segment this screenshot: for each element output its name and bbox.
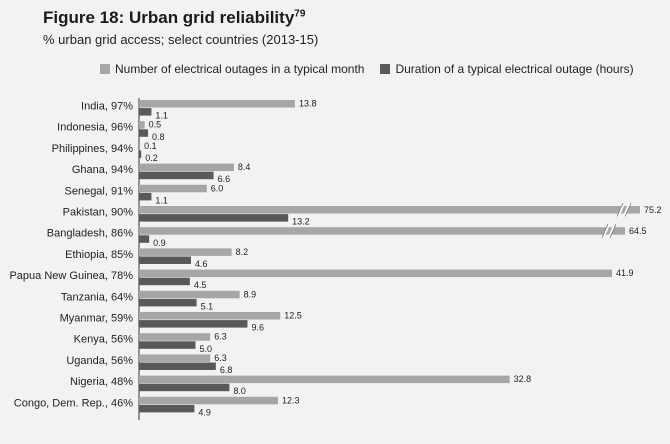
bar-outages-nigeria (139, 375, 510, 384)
value-label-outages-uganda: 6.3 (214, 353, 227, 363)
value-label-outages-indonesia: 0.5 (149, 120, 162, 130)
bar-duration-nigeria (139, 383, 230, 392)
legend-item-duration: Duration of a typical electrical outage … (380, 62, 634, 76)
bar-outages-bangladesh (139, 227, 625, 235)
bar-outages-senegal (139, 184, 207, 193)
value-label-duration-congo: 4.9 (198, 407, 211, 417)
value-label-outages-nigeria: 32.8 (514, 374, 532, 384)
bar-duration-myanmar (139, 320, 248, 328)
value-label-duration-senegal: 1.1 (155, 195, 168, 205)
bar-duration-pakistan (139, 214, 289, 222)
bar-duration-tanzania (139, 298, 197, 307)
value-label-duration-ghana: 6.6 (218, 174, 231, 184)
bar-duration-uganda (139, 362, 216, 370)
value-label-duration-indonesia: 0.8 (152, 132, 165, 142)
value-label-outages-bangladesh: 64.5 (629, 226, 647, 236)
value-label-duration-pakistan: 13.2 (292, 217, 310, 227)
value-label-outages-senegal: 6.0 (211, 183, 224, 193)
axis-break-edge-bangladesh (601, 224, 609, 238)
value-label-duration-bangladesh: 0.9 (153, 238, 166, 248)
bar-outages-india (139, 100, 295, 108)
bar-duration-ghana (139, 171, 214, 180)
legend-item-outages: Number of electrical outages in a typica… (100, 62, 364, 76)
value-label-outages-tanzania: 8.9 (244, 289, 257, 299)
axis-break-edge-2-pakistan (624, 202, 632, 217)
bar-duration-senegal (139, 192, 152, 201)
bar-duration-indonesia (139, 129, 149, 137)
category-label-uganda: Uganda, 56% (66, 355, 133, 367)
axis-break-mark-2-bangladesh (607, 223, 617, 239)
category-label-philippines: Philippines, 94% (52, 143, 134, 155)
value-label-duration-kenya: 5.0 (200, 344, 213, 354)
chart-subtitle: % urban grid access; select countries (2… (43, 32, 319, 47)
title-footnote: 79 (294, 8, 306, 20)
bar-duration-ethiopia (139, 256, 191, 264)
bar-outages-congo (139, 396, 278, 405)
value-label-outages-philippines: 0.1 (144, 141, 157, 151)
category-label-papua-new-guinea: Papua New Guinea, 78% (9, 270, 133, 282)
value-label-duration-tanzania: 5.1 (201, 301, 214, 311)
category-label-ghana: Ghana, 94% (72, 164, 133, 176)
bar-outages-uganda (139, 354, 211, 362)
category-label-tanzania: Tanzania, 64% (61, 291, 133, 303)
legend-label-duration: Duration of a typical electrical outage … (395, 62, 634, 76)
legend: Number of electrical outages in a typica… (100, 62, 650, 76)
value-label-outages-myanmar: 12.5 (284, 311, 302, 321)
bar-duration-congo (139, 404, 195, 413)
category-label-myanmar: Myanmar, 59% (60, 313, 134, 325)
axis-break-mark-pakistan (616, 202, 626, 218)
value-label-outages-pakistan: 75.2 (644, 205, 662, 215)
value-label-outages-congo: 12.3 (282, 395, 300, 405)
bar-outages-ethiopia (139, 248, 232, 256)
legend-swatch-outages (100, 64, 110, 74)
bar-outages-myanmar (139, 312, 281, 320)
value-label-outages-ethiopia: 8.2 (236, 247, 249, 257)
bar-outages-papua-new-guinea (139, 269, 612, 278)
category-label-ethiopia: Ethiopia, 85% (65, 249, 133, 261)
value-label-duration-uganda: 6.8 (220, 365, 233, 375)
bar-outages-kenya (139, 333, 211, 341)
value-label-duration-papua-new-guinea: 4.5 (194, 280, 207, 290)
category-label-nigeria: Nigeria, 48% (70, 376, 133, 388)
axis-break-edge-2-bangladesh (609, 224, 617, 238)
bar-duration-kenya (139, 341, 196, 349)
category-label-india: India, 97% (81, 101, 133, 113)
category-label-kenya: Kenya, 56% (74, 334, 134, 346)
bar-outages-ghana (139, 163, 234, 172)
value-label-outages-papua-new-guinea: 41.9 (616, 268, 634, 278)
value-label-duration-myanmar: 9.6 (251, 323, 264, 333)
axis-break-edge-pakistan (616, 202, 624, 217)
bar-duration-papua-new-guinea (139, 277, 190, 286)
bar-outages-pakistan (139, 206, 640, 214)
chart-title: Figure 18: Urban grid reliability79 (43, 8, 306, 27)
legend-label-outages: Number of electrical outages in a typica… (115, 62, 365, 76)
bar-duration-philippines (139, 150, 142, 158)
bar-outages-indonesia (139, 121, 145, 129)
value-label-duration-india: 1.1 (155, 111, 168, 121)
value-label-outages-ghana: 8.4 (238, 162, 251, 172)
bar-outages-tanzania (139, 290, 240, 299)
axis-break-mark-bangladesh (601, 223, 611, 239)
value-label-duration-nigeria: 8.0 (233, 386, 246, 396)
value-label-duration-philippines: 0.2 (145, 153, 158, 163)
value-label-outages-kenya: 6.3 (214, 332, 227, 342)
bar-outages-philippines (139, 142, 141, 150)
category-label-senegal: Senegal, 91% (65, 185, 134, 197)
bar-duration-bangladesh (139, 235, 150, 243)
bar-duration-india (139, 108, 152, 116)
legend-swatch-duration (380, 64, 391, 74)
category-label-indonesia: Indonesia, 96% (57, 122, 133, 134)
value-label-outages-india: 13.8 (299, 99, 317, 109)
category-label-pakistan: Pakistan, 90% (63, 207, 134, 219)
axis-break-mark-2-pakistan (622, 202, 632, 218)
category-label-bangladesh: Bangladesh, 86% (47, 228, 133, 240)
value-label-duration-ethiopia: 4.6 (195, 259, 208, 269)
category-label-congo: Congo, Dem. Rep., 46% (14, 397, 133, 409)
